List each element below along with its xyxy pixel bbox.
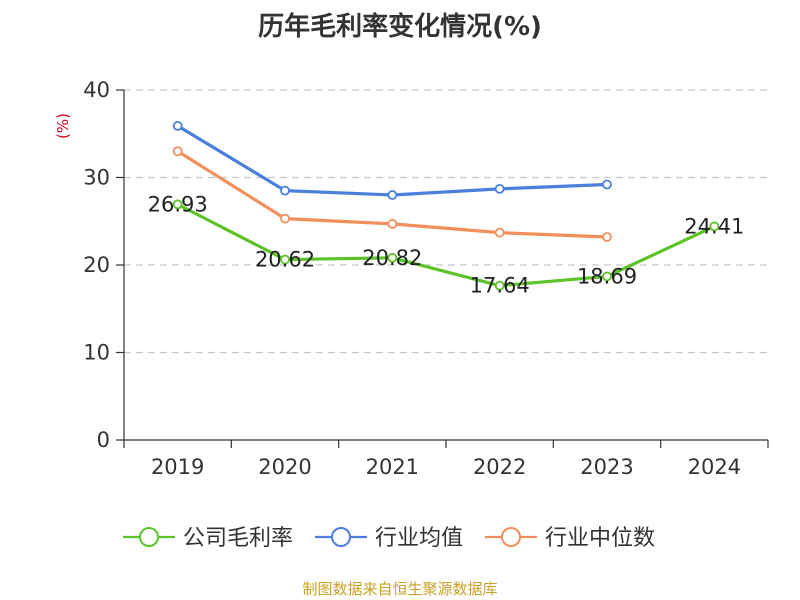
x-tick-label-2022: 2022 [473,455,526,479]
legend-item-2: 行业中位数 [485,526,655,551]
chart-title: 历年毛利率变化情况(%) [258,12,542,42]
data-point-1-2022 [494,183,505,194]
data-label-2024: 24.41 [684,214,744,238]
gridlines [124,89,768,354]
x-tick-label-2021: 2021 [366,455,419,479]
data-point-2-2019 [172,146,183,157]
y-tick-label-20: 20 [83,253,110,277]
data-label-2021: 20.82 [362,246,422,270]
data-point-0-2019 [172,199,183,210]
data-point-1-2020 [280,185,290,196]
source-note: 制图数据来自恒生聚源数据库 [302,580,498,598]
data-point-0-2022 [494,280,505,291]
data-point-0-2020 [280,254,290,265]
legend-swatch-marker-0 [139,527,159,547]
y-tick-label-40: 40 [83,78,110,102]
data-point-1-2021 [387,190,398,200]
x-tick-label-2019: 2019 [151,455,204,479]
x-tick-label-2023: 2023 [580,455,633,479]
data-point-2-2021 [387,218,398,229]
series-lines [172,120,720,291]
series-line-1 [176,124,608,197]
data-point-2-2023 [602,232,612,242]
data-point-0-2024 [709,221,720,232]
legend-label-2: 行业中位数 [545,526,655,551]
y-tick-label-0: 0 [97,428,110,452]
legend-label-1: 行业均值 [375,526,463,551]
data-point-2-2020 [280,213,290,224]
x-tick-label-2020: 2020 [258,455,311,479]
data-labels: 26.93 20.62 20.82 17.64 18.69 24.41 [148,192,745,297]
y-axis-unit-label: (%) [54,113,72,139]
y-tick-label-10: 10 [83,341,110,365]
data-label-2022: 17.64 [470,274,530,298]
y-tick-label-30: 30 [83,166,110,190]
legend-item-0: 公司毛利率 [123,526,293,551]
data-point-0-2023 [602,271,612,282]
legend-label-0: 公司毛利率 [183,526,293,551]
data-point-1-2019 [172,120,183,131]
data-point-1-2023 [602,179,612,190]
axes: 0 10 20 30 40 2019 2020 2021 2022 2023 2024 (%) [54,78,769,479]
data-label-2019: 26.93 [148,192,208,216]
legend-item-1: 行业均值 [315,526,463,551]
legend-swatch-marker-2 [501,527,521,547]
series-line-0 [176,202,716,288]
data-label-2023: 18.69 [577,264,637,288]
x-tick-label-2024: 2024 [688,455,741,479]
data-point-2-2022 [494,227,505,238]
data-label-2020: 20.62 [255,248,315,272]
data-point-0-2021 [387,252,398,263]
legend: 公司毛利率 行业均值 行业中位数 [123,526,655,551]
legend-swatch-marker-1 [331,527,351,547]
